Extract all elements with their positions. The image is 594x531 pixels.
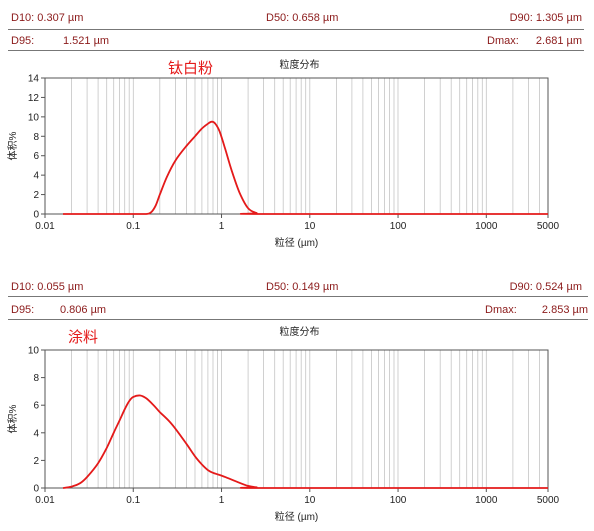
y-tick-label: 0 — [33, 210, 39, 221]
x-tick-label: 0.1 — [126, 495, 140, 506]
y-tick-label: 6 — [33, 151, 39, 162]
stats-divider — [8, 29, 584, 30]
d95-value: 1.521 µm — [63, 35, 110, 47]
dmax-label: Dmax: — [485, 304, 517, 316]
y-tick-label: 0 — [33, 484, 39, 495]
x-tick-label: 0.01 — [35, 495, 55, 506]
report-panel-2: D10: 0.055 µm D50: 0.149 µm D90: 0.524 µ… — [0, 268, 594, 531]
y-tick-label: 2 — [33, 456, 39, 467]
sample-label: 钛白粉 — [168, 60, 214, 77]
d95-label: D95: — [11, 35, 35, 47]
y-tick-label: 8 — [33, 373, 39, 384]
stats-divider — [8, 50, 584, 51]
report-panel-1: D10: 0.307 µm D50: 0.658 µm D90: 1.305 µ… — [0, 0, 594, 262]
x-axis-label: 粒径 (µm) — [275, 236, 319, 249]
x-tick-label: 1 — [219, 221, 225, 232]
dmax-label: Dmax: — [487, 35, 519, 47]
d10-stat: D10: 0.307 µm — [11, 12, 84, 24]
x-axis-label: 粒径 (µm) — [275, 510, 319, 523]
d10-stat: D10: 0.055 µm — [11, 281, 84, 293]
distribution-line — [62, 394, 548, 489]
x-tick-label: 10 — [304, 495, 316, 506]
stats-divider — [8, 296, 588, 297]
y-axis-label: 体积% — [7, 131, 19, 160]
y-tick-label: 10 — [28, 346, 40, 357]
x-tick-label: 5000 — [537, 221, 560, 232]
y-tick-label: 4 — [33, 428, 39, 439]
x-tick-label: 100 — [390, 221, 407, 232]
x-tick-label: 10 — [304, 221, 316, 232]
y-tick-label: 12 — [28, 93, 40, 104]
x-tick-label: 100 — [390, 495, 407, 506]
d50-stat: D50: 0.149 µm — [266, 281, 339, 293]
x-tick-label: 1 — [219, 495, 225, 506]
dmax-value: 2.853 µm — [541, 304, 588, 316]
d95-value: 0.806 µm — [60, 304, 107, 316]
y-tick-label: 10 — [28, 112, 40, 123]
d95-label: D95: — [11, 304, 35, 316]
stats-divider — [8, 319, 588, 320]
d90-stat: D90: 0.524 µm — [509, 281, 582, 293]
dmax-value: 2.681 µm — [535, 35, 582, 47]
x-tick-label: 1000 — [475, 221, 498, 232]
x-tick-label: 0.01 — [35, 221, 55, 232]
x-tick-label: 1000 — [475, 495, 498, 506]
y-tick-label: 2 — [33, 190, 39, 201]
y-tick-label: 14 — [28, 74, 40, 85]
y-tick-label: 8 — [33, 132, 39, 143]
d50-stat: D50: 0.658 µm — [266, 12, 339, 24]
y-tick-label: 4 — [33, 171, 39, 182]
d90-stat: D90: 1.305 µm — [509, 12, 582, 24]
x-tick-label: 0.1 — [126, 221, 140, 232]
x-tick-label: 5000 — [537, 495, 560, 506]
y-tick-label: 6 — [33, 401, 39, 412]
sample-label: 涂料 — [68, 329, 99, 346]
distribution-line — [63, 120, 548, 215]
chart-title: 粒度分布 — [280, 325, 320, 338]
y-axis-label: 体积% — [7, 404, 19, 433]
chart-title: 粒度分布 — [280, 58, 320, 71]
